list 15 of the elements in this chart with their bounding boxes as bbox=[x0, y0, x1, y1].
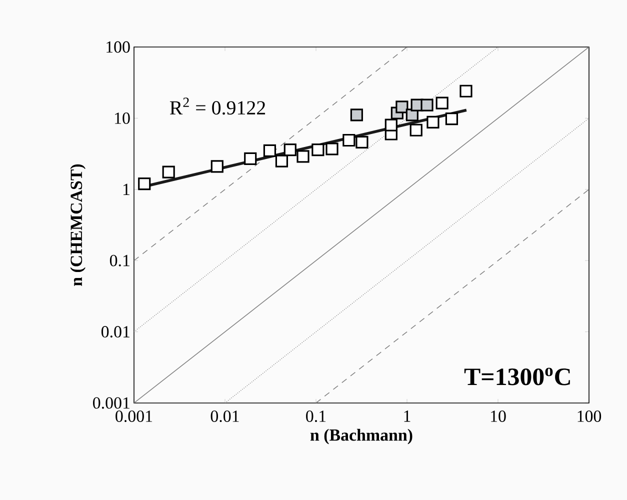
y-tick-label: 1 bbox=[123, 184, 130, 195]
x-tick-label: 0.01 bbox=[210, 410, 239, 422]
y-tick-label: 0.001 bbox=[93, 397, 130, 409]
x-tick-label: 0.1 bbox=[306, 410, 326, 422]
y-tick-label: 10 bbox=[115, 112, 130, 124]
x-tick-label: 100 bbox=[578, 410, 602, 422]
annotation: R$^{2}$ = 0.9122 bbox=[170, 98, 266, 115]
x-axis-title: n (Bachmann) bbox=[310, 428, 412, 444]
x-tick-label: 1 bbox=[404, 410, 410, 422]
annotation: T=1300$^{o}$C bbox=[464, 368, 570, 386]
y-axis-title: n (CHEMCAST) bbox=[70, 164, 86, 286]
x-tick-label: 10 bbox=[491, 410, 506, 422]
y-tick-label: 100 bbox=[106, 41, 130, 53]
y-tick-label: 0.1 bbox=[110, 254, 130, 266]
y-tick-label: 0.01 bbox=[101, 326, 130, 338]
